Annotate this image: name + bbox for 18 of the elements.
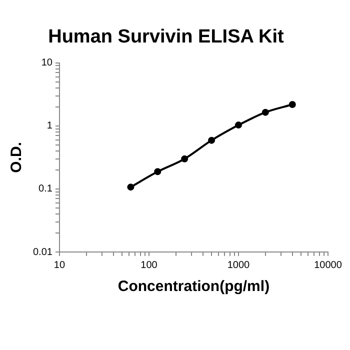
- y-tick-label: 0.01: [32, 246, 53, 258]
- x-tick-label: 10000: [314, 260, 342, 271]
- x-tick-label: 10: [54, 260, 66, 271]
- point: [154, 168, 162, 176]
- y-tick-label: 1: [46, 120, 53, 132]
- x-axis-title: Concentration(pg/ml): [118, 278, 270, 296]
- point: [288, 101, 296, 108]
- y-tick-label: 0.1: [38, 184, 53, 195]
- x-tick-label: 100: [140, 260, 158, 271]
- point: [262, 108, 269, 116]
- y-tick-label: 10: [41, 58, 53, 69]
- y-axis-title: O.D.: [8, 142, 26, 173]
- point: [181, 155, 188, 162]
- chart-title: Human Survivin ELISA Kit: [48, 26, 285, 48]
- x-tick-label: 1000: [227, 260, 250, 271]
- point: [127, 184, 134, 191]
- point: [234, 122, 242, 129]
- point: [208, 136, 216, 144]
